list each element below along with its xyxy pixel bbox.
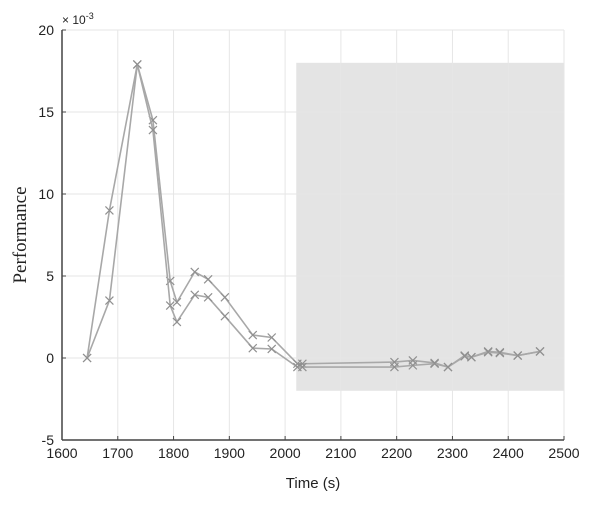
y-axis-label: Performance [10,186,31,283]
y-multiplier: × 10-3 [62,11,94,27]
data-point-marker [248,343,258,353]
x-tick-label: 2400 [493,445,524,461]
data-point-marker [390,362,399,372]
y-tick-label: 20 [38,22,54,38]
data-point-marker [220,311,230,321]
data-point-marker [483,347,493,357]
y-tick-label: -5 [42,432,55,448]
x-tick-label: 1600 [46,445,77,461]
data-point-marker [248,330,258,340]
data-point-marker [104,205,114,215]
data-point-marker [430,359,440,369]
data-point-marker [495,348,505,358]
x-tick-label: 2500 [548,445,579,461]
data-point-marker [408,360,418,370]
data-point-marker [513,351,523,360]
data-point-marker [132,60,142,69]
data-point-marker [172,317,182,327]
data-point-marker [267,333,277,342]
x-tick-label: 2100 [325,445,356,461]
x-tick-label: 2000 [270,445,301,461]
x-tick-label: 2300 [437,445,468,461]
y-tick-label: 0 [46,350,54,366]
data-point-marker [297,362,307,372]
data-point-marker [190,267,200,277]
x-tick-label: 2200 [381,445,412,461]
data-point-marker [535,347,545,356]
data-point-marker [148,125,158,135]
data-point-marker [443,362,453,372]
data-point-marker [267,344,277,354]
x-tick-label: 1800 [158,445,189,461]
data-point-marker [203,274,213,284]
data-point-marker [220,292,230,302]
y-tick-label: 15 [38,104,54,120]
data-point-marker [165,301,175,310]
y-tick-label: 10 [38,186,54,202]
data-point-marker [190,290,200,300]
x-tick-label: 1900 [214,445,245,461]
x-tick-label: 1700 [102,445,133,461]
data-point-marker [172,297,182,307]
data-point-marker [203,292,213,302]
y-tick-label: 5 [46,268,54,284]
x-axis-label: Time (s) [286,475,340,492]
data-point-marker [104,296,114,306]
data-point-marker [466,352,476,362]
data-point-marker [82,353,92,363]
